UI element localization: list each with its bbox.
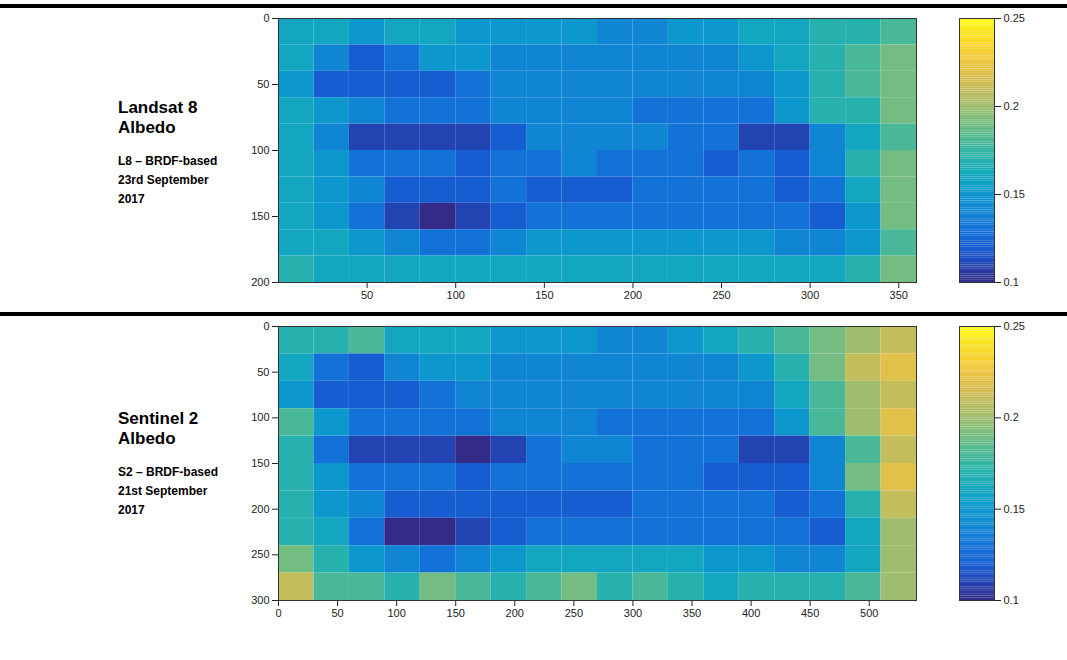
- svg-text:0: 0: [275, 607, 281, 619]
- svg-text:300: 300: [251, 594, 269, 606]
- html-text:21st September 2017: 21st September 2017: [118, 484, 208, 517]
- svg-text:0.2: 0.2: [1004, 411, 1019, 423]
- svg-text:50: 50: [257, 366, 269, 378]
- html-text:23rd September 2017: 23rd September 2017: [118, 173, 209, 206]
- html-text:Landsat 8 Albedo: Landsat 8 Albedo: [118, 98, 198, 137]
- svg-text:200: 200: [506, 607, 524, 619]
- svg-text:0.25: 0.25: [1004, 320, 1025, 332]
- svg-text:100: 100: [447, 289, 465, 301]
- svg-text:200: 200: [251, 503, 269, 515]
- svg-text:0.25: 0.25: [1004, 12, 1025, 24]
- svg-text:200: 200: [624, 289, 642, 301]
- svg-text:50: 50: [331, 607, 343, 619]
- svg-text:0.1: 0.1: [1004, 276, 1019, 288]
- svg-text:450: 450: [801, 607, 819, 619]
- svg-text:0: 0: [263, 12, 269, 24]
- svg-text:150: 150: [251, 210, 269, 222]
- svg-text:150: 150: [251, 457, 269, 469]
- svg-text:200: 200: [251, 276, 269, 288]
- svg-text:150: 150: [447, 607, 465, 619]
- svg-text:150: 150: [535, 289, 553, 301]
- svg-text:0.15: 0.15: [1004, 503, 1025, 515]
- svg-text:100: 100: [251, 411, 269, 423]
- svg-text:0.2: 0.2: [1004, 100, 1019, 112]
- svg-text:350: 350: [683, 607, 701, 619]
- svg-text:250: 250: [712, 289, 730, 301]
- html-text:Sentinel 2 Albedo: Sentinel 2 Albedo: [118, 409, 199, 448]
- svg-text:100: 100: [251, 144, 269, 156]
- svg-text:250: 250: [565, 607, 583, 619]
- svg-text:350: 350: [890, 289, 908, 301]
- svg-text:50: 50: [361, 289, 373, 301]
- html-text:L8 – BRDF-based: L8 – BRDF-based: [118, 154, 218, 168]
- svg-text:0.1: 0.1: [1004, 594, 1019, 606]
- svg-text:300: 300: [624, 607, 642, 619]
- svg-text:0: 0: [263, 320, 269, 332]
- svg-text:0.15: 0.15: [1004, 188, 1025, 200]
- svg-text:50: 50: [257, 78, 269, 90]
- html-text:S2 – BRDF-based: S2 – BRDF-based: [118, 465, 218, 479]
- svg-text:100: 100: [387, 607, 405, 619]
- svg-text:400: 400: [742, 607, 760, 619]
- svg-text:300: 300: [801, 289, 819, 301]
- svg-text:500: 500: [860, 607, 878, 619]
- svg-text:250: 250: [251, 548, 269, 560]
